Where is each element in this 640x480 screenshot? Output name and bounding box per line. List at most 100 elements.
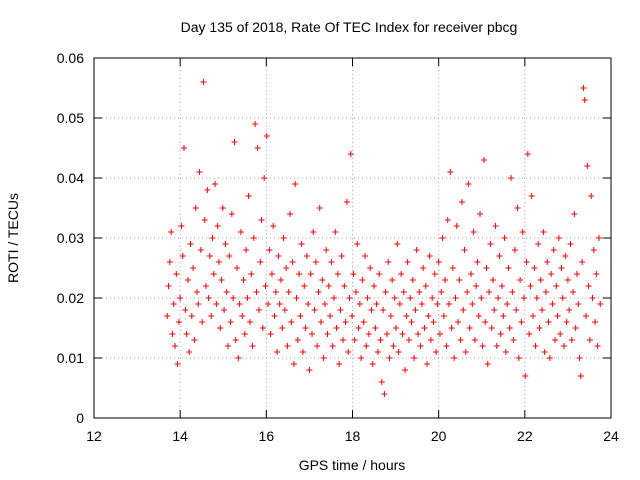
data-point xyxy=(448,325,455,331)
y-tick-label: 0.06 xyxy=(57,50,84,66)
data-point xyxy=(496,253,503,259)
data-point xyxy=(425,313,432,319)
data-point xyxy=(417,343,424,349)
data-point xyxy=(447,169,454,175)
data-point xyxy=(424,361,431,367)
data-point xyxy=(546,355,553,361)
data-point xyxy=(323,247,330,253)
data-point xyxy=(492,223,499,229)
data-point xyxy=(453,223,460,229)
data-point xyxy=(346,295,353,301)
data-point xyxy=(558,265,565,271)
data-point xyxy=(221,307,228,313)
data-point xyxy=(491,307,498,313)
data-point xyxy=(412,307,419,313)
data-point xyxy=(557,331,564,337)
data-point xyxy=(272,289,279,295)
data-point xyxy=(581,97,588,103)
data-point xyxy=(214,223,221,229)
data-point xyxy=(539,307,546,313)
data-point xyxy=(336,361,343,367)
data-point xyxy=(351,337,358,343)
data-point xyxy=(413,247,420,253)
data-point xyxy=(400,289,407,295)
data-point xyxy=(579,259,586,265)
data-point xyxy=(553,283,560,289)
data-point xyxy=(404,259,411,265)
data-point xyxy=(166,259,173,265)
data-point xyxy=(341,283,348,289)
data-point xyxy=(470,229,477,235)
data-point xyxy=(540,229,547,235)
data-point xyxy=(431,271,438,277)
data-point xyxy=(523,259,530,265)
data-point xyxy=(315,289,322,295)
y-tick-label: 0.01 xyxy=(57,350,84,366)
data-point xyxy=(566,307,573,313)
data-point xyxy=(497,331,504,337)
data-point xyxy=(593,271,600,277)
data-point xyxy=(333,325,340,331)
data-point xyxy=(509,289,516,295)
data-point xyxy=(438,289,445,295)
data-point xyxy=(576,355,583,361)
data-point xyxy=(479,343,486,349)
data-point xyxy=(256,307,263,313)
data-point xyxy=(572,325,579,331)
data-point xyxy=(349,313,356,319)
data-point xyxy=(361,253,368,259)
data-point xyxy=(405,337,412,343)
data-point xyxy=(460,307,467,313)
data-point xyxy=(197,247,204,253)
data-point xyxy=(231,139,238,145)
data-point xyxy=(418,301,425,307)
data-point xyxy=(320,355,327,361)
data-point xyxy=(191,337,198,343)
data-point xyxy=(195,301,202,307)
data-point xyxy=(380,307,387,313)
data-point xyxy=(311,307,318,313)
data-point xyxy=(420,265,427,271)
data-point xyxy=(360,319,367,325)
data-point xyxy=(249,343,256,349)
x-tick-label: 22 xyxy=(517,428,533,444)
data-point xyxy=(385,259,392,265)
data-point xyxy=(577,373,584,379)
data-point xyxy=(199,319,206,325)
y-tick-label: 0 xyxy=(76,410,84,426)
data-point xyxy=(329,343,336,349)
data-point xyxy=(181,145,188,151)
data-point xyxy=(508,175,515,181)
data-point xyxy=(533,295,540,301)
data-point xyxy=(393,325,400,331)
data-point xyxy=(537,277,544,283)
data-point xyxy=(477,211,484,217)
data-point xyxy=(301,283,308,289)
data-point xyxy=(261,175,268,181)
data-point xyxy=(422,283,429,289)
data-point xyxy=(520,295,527,301)
data-point xyxy=(585,283,592,289)
data-point xyxy=(484,361,491,367)
data-point xyxy=(342,319,349,325)
data-point xyxy=(528,193,535,199)
data-point xyxy=(347,151,354,157)
data-point xyxy=(237,229,244,235)
data-point xyxy=(275,253,282,259)
data-point xyxy=(594,343,601,349)
data-point xyxy=(532,343,539,349)
data-point xyxy=(223,289,230,295)
data-point xyxy=(573,271,580,277)
data-point xyxy=(414,331,421,337)
data-point xyxy=(475,313,482,319)
data-point xyxy=(217,325,224,331)
data-point xyxy=(302,325,309,331)
data-point xyxy=(394,241,401,247)
data-point xyxy=(277,277,284,283)
data-point xyxy=(293,295,300,301)
data-point xyxy=(590,247,597,253)
x-axis-label: GPS time / hours xyxy=(299,457,406,473)
data-point xyxy=(564,277,571,283)
data-point xyxy=(411,355,418,361)
data-point xyxy=(359,277,366,283)
